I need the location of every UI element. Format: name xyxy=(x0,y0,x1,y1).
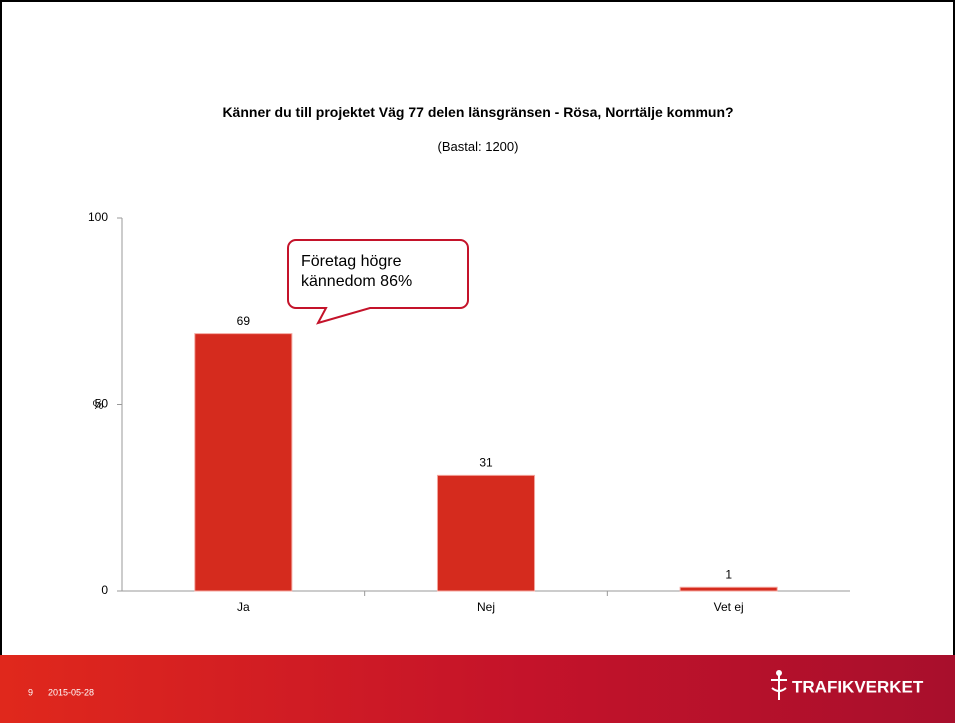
bar xyxy=(679,586,778,592)
callout-bubble xyxy=(287,239,469,325)
bar xyxy=(194,333,293,592)
x-tick-label: Vet ej xyxy=(714,600,744,614)
bar xyxy=(436,474,536,592)
logo-icon xyxy=(771,670,787,700)
data-label: 31 xyxy=(479,456,493,470)
y-tick-label: 0 xyxy=(101,583,108,597)
chart-title: Känner du till projektet Väg 77 delen lä… xyxy=(222,104,734,120)
footer-band xyxy=(0,655,955,723)
y-tick-label: 50 xyxy=(95,397,109,411)
page-number: 9 xyxy=(28,687,33,697)
logo-text: TRAFIKVERKET xyxy=(792,677,924,696)
data-label: 1 xyxy=(725,567,732,581)
data-label: 69 xyxy=(237,314,251,328)
x-tick-label: Nej xyxy=(477,600,495,614)
x-tick-label: Ja xyxy=(237,600,250,614)
y-axis-label: % xyxy=(93,398,104,412)
annotation: Företag högre kännedom 86% xyxy=(301,253,413,290)
chart-subtitle: (Bastal: 1200) xyxy=(437,139,519,154)
y-tick-label: 100 xyxy=(88,210,108,224)
footer-date: 2015-05-28 xyxy=(48,687,94,697)
